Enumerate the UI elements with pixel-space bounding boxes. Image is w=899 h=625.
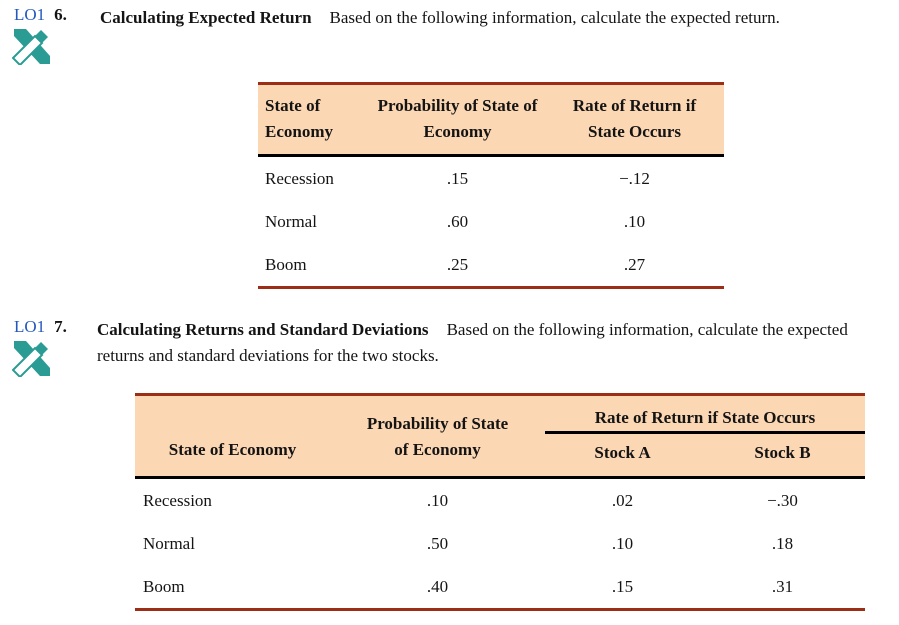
cell-probability: .40 bbox=[426, 576, 449, 596]
problem7-statement: Calculating Returns and Standard Deviati… bbox=[97, 317, 897, 369]
lo1-tag: LO1 bbox=[14, 317, 46, 336]
column-header-probability: Probability of State of Economy bbox=[370, 83, 545, 156]
cell-probability: .50 bbox=[426, 533, 449, 553]
cell-stock-b: .18 bbox=[771, 533, 794, 553]
cell-state: Recession bbox=[265, 168, 334, 188]
cell-return: .10 bbox=[623, 211, 646, 231]
cell-probability: .10 bbox=[426, 490, 449, 510]
problem6-table: State of Economy Probability of State of… bbox=[258, 82, 724, 289]
excel-master-icon bbox=[12, 29, 50, 65]
problem7-text: Based on the following information, calc… bbox=[97, 320, 848, 365]
column-header-stock-a: Stock A bbox=[545, 432, 700, 478]
table-row: Normal .50 .10 .18 bbox=[135, 522, 865, 565]
column-header-probability: Probability of State of Economy bbox=[330, 394, 545, 478]
lo1-tag: LO1 bbox=[14, 5, 46, 24]
cell-probability: .60 bbox=[446, 211, 469, 231]
problem7-label: LO1 7. bbox=[14, 317, 67, 337]
table-row: Recession .10 .02 −.30 bbox=[135, 478, 865, 523]
cell-state: Normal bbox=[143, 533, 195, 553]
column-group-header-rate-of-return: Rate of Return if State Occurs bbox=[545, 394, 865, 434]
cell-state: Boom bbox=[143, 576, 185, 596]
cell-state: Recession bbox=[143, 490, 212, 510]
cell-stock-a: .02 bbox=[611, 490, 634, 510]
table-row: Boom .25 .27 bbox=[258, 243, 724, 288]
excel-master-icon bbox=[12, 341, 50, 377]
problem6-statement: Calculating Expected Return Based on the … bbox=[100, 5, 895, 31]
cell-stock-b: −.30 bbox=[767, 490, 798, 510]
cell-stock-a: .15 bbox=[611, 576, 634, 596]
cell-stock-b: .31 bbox=[771, 576, 794, 596]
cell-state: Normal bbox=[265, 211, 317, 231]
problem6-table-header: State of Economy Probability of State of… bbox=[258, 83, 724, 156]
problem-number: 7. bbox=[54, 317, 67, 336]
column-header-state: State of Economy bbox=[135, 394, 330, 478]
cell-probability: .25 bbox=[446, 254, 469, 274]
table-row: Normal .60 .10 bbox=[258, 200, 724, 243]
problem-number: 6. bbox=[54, 5, 67, 24]
table-row: Boom .40 .15 .31 bbox=[135, 565, 865, 610]
problem6-text: Based on the following information, calc… bbox=[329, 8, 780, 27]
cell-state: Boom bbox=[265, 254, 307, 274]
problem7-table: State of Economy Probability of State of… bbox=[135, 393, 865, 611]
column-header-return: Rate of Return if State Occurs bbox=[545, 83, 724, 156]
cell-probability: .15 bbox=[446, 168, 469, 188]
problem7-table-header: State of Economy Probability of State of… bbox=[135, 394, 865, 478]
table-row: Recession .15 −.12 bbox=[258, 156, 724, 201]
cell-stock-a: .10 bbox=[611, 533, 634, 553]
problem6-title: Calculating Expected Return bbox=[100, 8, 312, 27]
cell-return: −.12 bbox=[619, 168, 650, 188]
problem6-label: LO1 6. bbox=[14, 5, 67, 25]
problem7-title: Calculating Returns and Standard Deviati… bbox=[97, 320, 429, 339]
column-header-stock-b: Stock B bbox=[700, 432, 865, 478]
cell-return: .27 bbox=[623, 254, 646, 274]
column-header-state: State of Economy bbox=[258, 83, 370, 156]
